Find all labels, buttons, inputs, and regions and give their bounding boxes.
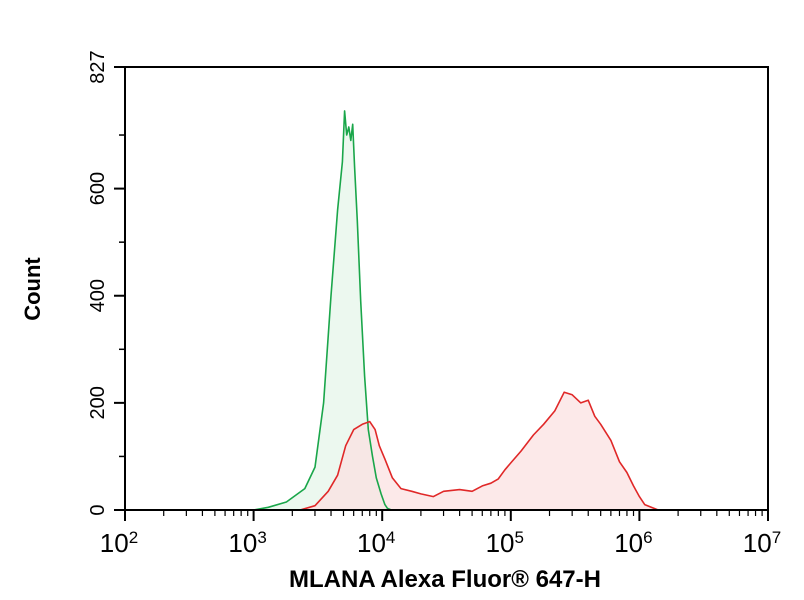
x-tick-label: 106 xyxy=(614,528,652,558)
series-1-line xyxy=(253,110,392,511)
y-tick-label: 600 xyxy=(87,172,109,205)
series-2-line xyxy=(299,391,659,511)
y-axis-label: Count xyxy=(20,257,45,321)
x-tick-label: 102 xyxy=(100,528,138,558)
y-axis: 0 200 400 600 827 xyxy=(87,50,125,516)
x-tick-label: 107 xyxy=(743,528,781,558)
y-tick-label: 400 xyxy=(87,279,109,312)
series-lines xyxy=(253,110,659,511)
x-tick-label: 104 xyxy=(357,528,395,558)
y-tick-label: 0 xyxy=(87,504,109,515)
series-2-fill xyxy=(300,392,659,510)
x-tick-label: 105 xyxy=(486,528,524,558)
x-axis-label: MLANA Alexa Fluor® 647-H xyxy=(289,566,601,593)
series-fills xyxy=(253,110,659,511)
y-tick-label: 827 xyxy=(87,50,109,83)
series-1-fill xyxy=(253,110,392,511)
x-axis: 102 103 104 105 106 107 xyxy=(100,510,781,558)
x-tick-label: 103 xyxy=(228,528,266,558)
plot-frame xyxy=(124,66,769,511)
y-tick-label: 200 xyxy=(87,386,109,419)
